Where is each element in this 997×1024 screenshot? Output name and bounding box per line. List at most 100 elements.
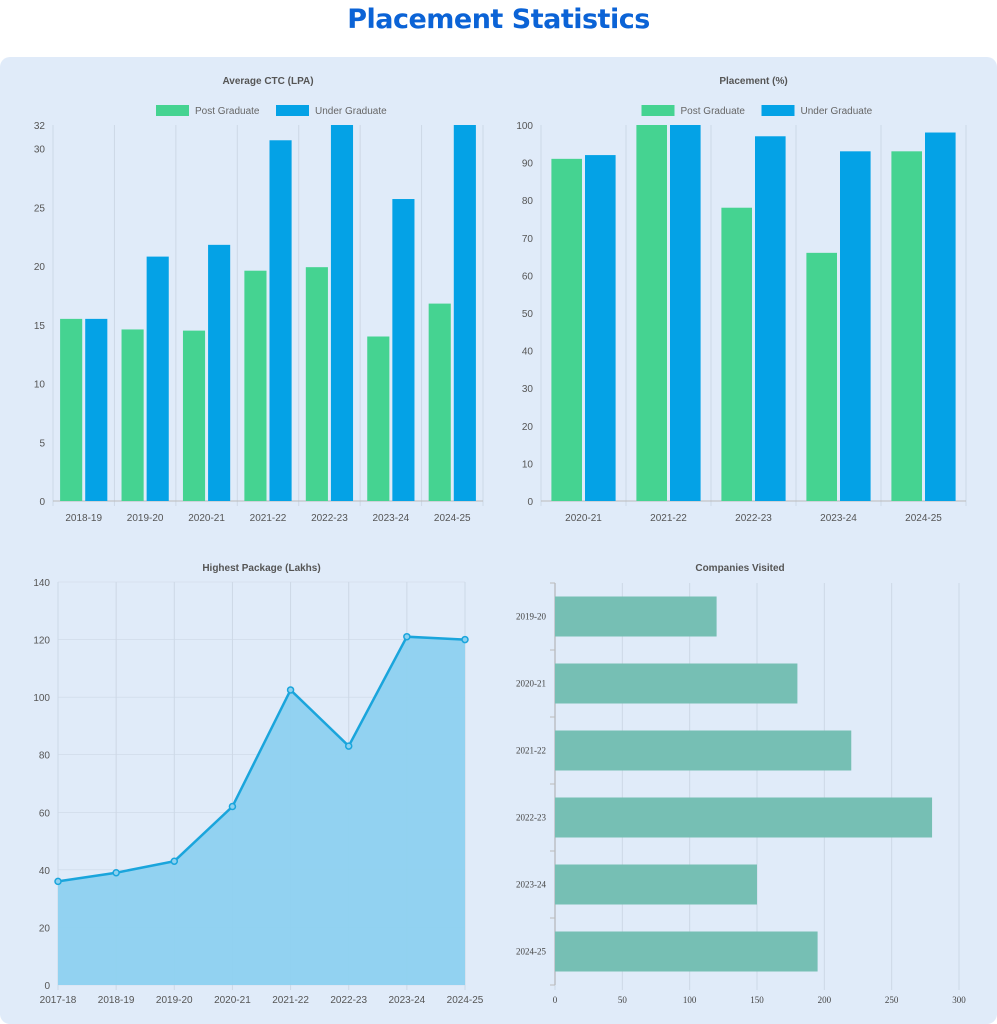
data-point	[344, 742, 353, 750]
bar-post-graduate	[806, 252, 837, 501]
y-tick-label: 2020-21	[516, 679, 546, 689]
y-tick-label: 32	[34, 121, 46, 132]
y-tick-label: 80	[39, 751, 51, 762]
x-tick-label: 0	[553, 995, 558, 1005]
y-tick-label: 60	[522, 271, 534, 282]
legend-swatch	[761, 105, 795, 116]
y-tick-label: 120	[33, 636, 50, 647]
x-tick-label: 2023-24	[389, 995, 426, 1006]
x-tick-label: 2018-19	[98, 995, 135, 1006]
y-tick-label: 0	[44, 981, 50, 992]
bar-post-graduate	[305, 267, 328, 501]
x-tick-label: 2018-19	[65, 513, 102, 524]
y-tick-label: 60	[39, 808, 51, 819]
bar-under-graduate	[392, 199, 415, 501]
bar-post-graduate	[244, 270, 267, 501]
x-tick-label: 2019-20	[127, 513, 164, 524]
y-tick-label: 2024-25	[516, 947, 546, 957]
y-tick-label: 20	[39, 923, 51, 934]
bar-companies	[555, 663, 798, 704]
bar-companies	[555, 931, 818, 972]
y-tick-label: 10	[522, 459, 534, 470]
x-tick-label: 2024-25	[905, 513, 942, 524]
bar-under-graduate	[146, 256, 169, 501]
y-tick-label: 2019-20	[516, 612, 546, 622]
y-tick-label: 20	[34, 262, 46, 273]
y-tick-label: 100	[516, 121, 533, 132]
x-tick-label: 300	[952, 995, 966, 1005]
x-tick-label: 100	[683, 995, 697, 1005]
y-tick-label: 90	[522, 159, 534, 170]
x-tick-label: 2021-22	[250, 513, 287, 524]
chart-title: Placement (%)	[719, 76, 787, 87]
y-tick-label: 2022-23	[516, 813, 546, 823]
chart-title: Average CTC (LPA)	[222, 76, 313, 87]
y-tick-label: 80	[522, 196, 534, 207]
bar-under-graduate	[925, 132, 956, 501]
area-fill	[58, 636, 465, 985]
y-tick-label: 40	[522, 347, 534, 358]
bar-companies	[555, 730, 852, 771]
data-point	[461, 635, 469, 644]
bar-under-graduate	[585, 155, 616, 501]
bar-under-graduate	[85, 318, 108, 501]
bar-post-graduate	[636, 125, 667, 501]
bar-under-graduate	[840, 151, 871, 501]
x-tick-label: 2022-23	[735, 513, 772, 524]
x-tick-label: 200	[818, 995, 832, 1005]
chart-title: Highest Package (Lakhs)	[202, 563, 320, 574]
legend-label: Post Graduate	[681, 106, 746, 117]
legend-label: Under Graduate	[801, 106, 873, 117]
bar-under-graduate	[453, 125, 476, 501]
bar-post-graduate	[182, 330, 206, 501]
y-tick-label: 10	[34, 380, 46, 391]
y-tick-label: 70	[522, 234, 534, 245]
y-tick-label: 2021-22	[516, 746, 546, 756]
bar-post-graduate	[367, 336, 390, 501]
data-point	[403, 632, 411, 641]
bar-under-graduate	[330, 125, 354, 501]
y-tick-label: 0	[527, 497, 533, 508]
bar-under-graduate	[208, 244, 231, 501]
data-point	[112, 868, 120, 877]
legend-swatch	[156, 105, 189, 116]
data-point	[286, 686, 295, 694]
y-tick-label: 140	[33, 578, 50, 589]
x-tick-label: 2021-22	[272, 995, 309, 1006]
bar-under-graduate	[269, 140, 292, 501]
y-tick-label: 50	[522, 309, 534, 320]
bar-companies	[555, 797, 933, 838]
y-tick-label: 20	[522, 422, 534, 433]
data-point	[54, 877, 62, 886]
bar-companies	[555, 864, 757, 905]
bar-post-graduate	[721, 207, 752, 501]
series-line	[57, 635, 466, 883]
y-tick-label: 5	[39, 438, 45, 449]
x-tick-label: 2022-23	[311, 513, 348, 524]
chart-title: Companies Visited	[695, 563, 784, 574]
legend-label: Under Graduate	[315, 106, 387, 117]
y-tick-label: 40	[39, 866, 51, 877]
page-title: Placement Statistics	[347, 4, 650, 35]
y-tick-label: 15	[34, 321, 46, 332]
legend-label: Post Graduate	[195, 106, 260, 117]
bar-under-graduate	[670, 125, 701, 501]
bar-companies	[555, 596, 717, 637]
bar-post-graduate	[551, 158, 582, 501]
bar-under-graduate	[755, 136, 786, 501]
bar-post-graduate	[428, 303, 451, 501]
data-point	[170, 857, 179, 865]
x-tick-label: 2020-21	[565, 513, 602, 524]
data-point	[228, 802, 237, 811]
x-tick-label: 2023-24	[820, 513, 857, 524]
x-tick-label: 2021-22	[650, 513, 687, 524]
y-tick-label: 100	[33, 693, 50, 704]
x-tick-label: 2022-23	[330, 995, 367, 1006]
x-tick-label: 2019-20	[156, 995, 193, 1006]
x-tick-label: 250	[885, 995, 899, 1005]
y-tick-label: 2023-24	[516, 880, 546, 890]
legend-swatch	[276, 105, 309, 116]
legend-swatch	[641, 105, 675, 116]
x-tick-label: 150	[750, 995, 764, 1005]
